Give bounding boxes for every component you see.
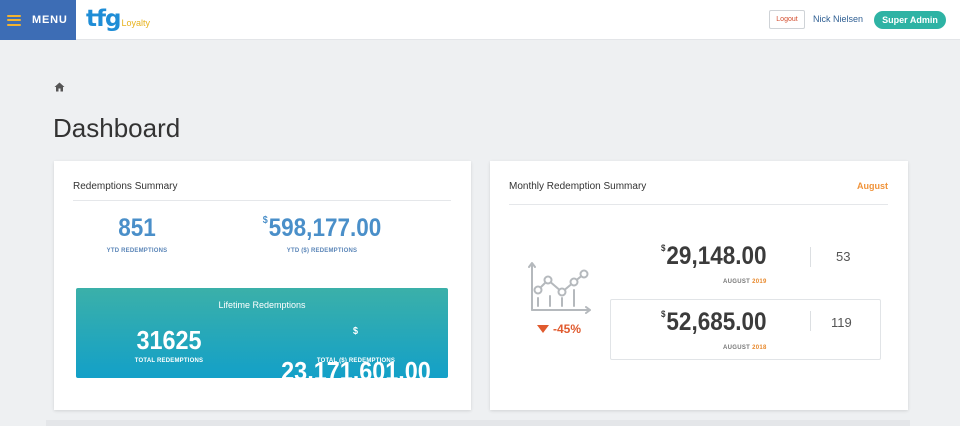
page-title: Dashboard [53, 113, 181, 143]
trend-chart-icon [528, 262, 591, 314]
total-amount-value: $ 23,171,601.00 [280, 325, 431, 387]
previous-count: 119 [831, 315, 852, 330]
divider [509, 204, 888, 205]
ytd-redemptions-label: YTD REDEMPTIONS [106, 248, 168, 254]
total-redemptions-value: 31625 [136, 325, 202, 355]
user-name-link[interactable]: Nick Nielsen [813, 14, 864, 24]
current-amount-value: $29,148.00 [661, 242, 767, 271]
menu-label: MENU [32, 14, 68, 26]
hamburger-icon [7, 14, 21, 26]
total-amount-label: TOTAL ($) REDEMPTIONS [316, 358, 396, 364]
currency-symbol: $ [353, 326, 359, 337]
total-redemptions-label: TOTAL REDEMPTIONS [134, 358, 204, 364]
current-count: 53 [836, 249, 851, 264]
home-icon[interactable] [54, 82, 65, 92]
divider [810, 247, 811, 267]
card-heading: Monthly Redemption Summary [509, 181, 647, 192]
month-label: AUGUST [723, 345, 751, 351]
logo-sub-text: Loyalty [121, 18, 150, 28]
next-card-row [46, 420, 910, 426]
month-badge: August [857, 181, 888, 191]
redemptions-summary-card: Redemptions Summary 851 YTD REDEMPTIONS … [54, 161, 471, 410]
card-heading: Redemptions Summary [73, 181, 178, 192]
current-amount-number: 29,148.00 [666, 242, 767, 270]
month-label: AUGUST [723, 279, 751, 285]
divider [73, 200, 451, 201]
down-arrow-icon [537, 325, 549, 333]
currency-symbol: $ [661, 243, 666, 253]
total-amount-number: 23,171,601.00 [281, 356, 431, 386]
year-label: 2018 [752, 345, 767, 351]
lifetime-title: Lifetime Redemptions [218, 300, 306, 310]
ytd-amount-label: YTD ($) REDEMPTIONS [286, 248, 358, 254]
change-percent: -45% [553, 322, 582, 336]
role-badge: Super Admin [874, 11, 946, 29]
previous-amount-number: 52,685.00 [666, 308, 767, 336]
currency-symbol: $ [262, 215, 268, 226]
year-label: 2019 [752, 279, 767, 285]
ytd-redemptions-value: 851 [118, 214, 156, 242]
previous-period-label: AUGUST 2018 [723, 345, 767, 351]
ytd-amount-number: 598,177.00 [268, 214, 382, 242]
logout-button[interactable]: Logout [769, 10, 805, 29]
monthly-summary-card: Monthly Redemption Summary August -45% $… [490, 161, 908, 410]
logo-main-text: tfg [86, 6, 121, 32]
divider [810, 311, 811, 331]
current-period-label: AUGUST 2019 [723, 279, 767, 285]
change-indicator: -45% [537, 322, 581, 336]
menu-button[interactable]: MENU [0, 0, 76, 40]
lifetime-redemptions-panel: Lifetime Redemptions 31625 TOTAL REDEMPT… [76, 288, 448, 386]
ytd-amount-value: $598,177.00 [259, 214, 385, 243]
tfg-loyalty-logo[interactable]: tfg Loyalty [86, 6, 150, 32]
previous-year-box [610, 299, 881, 360]
currency-symbol: $ [661, 309, 666, 319]
top-navbar: MENU tfg Loyalty Logout Nick Nielsen Sup… [0, 0, 960, 40]
previous-amount-value: $52,685.00 [661, 308, 767, 337]
